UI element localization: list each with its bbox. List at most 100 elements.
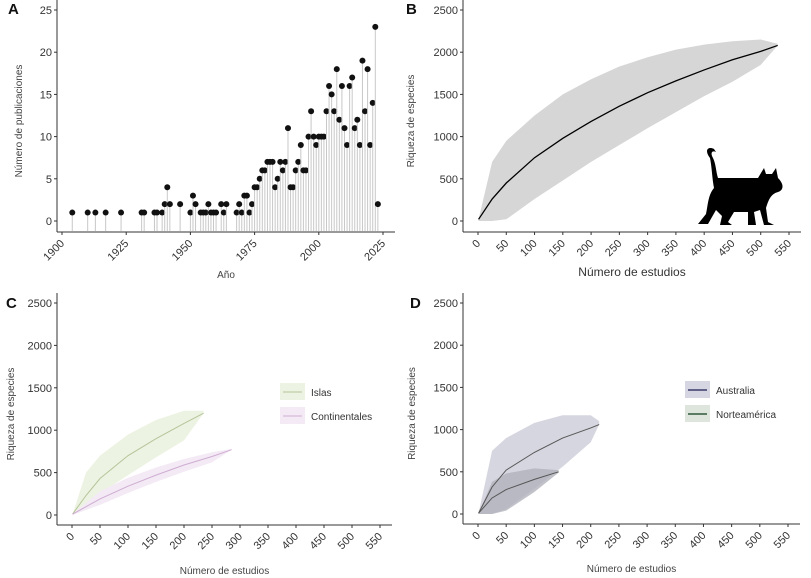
x-tick-label: 1900 [41,238,67,264]
x-tick-label: 400 [280,531,301,552]
lollipop-point [218,201,225,208]
lollipop-point [333,66,340,73]
lollipop-point [323,108,330,115]
lollipop-point [338,82,345,89]
lollipop-point [243,192,250,199]
lollipop-point [331,108,338,115]
y-tick-label: 2000 [434,47,458,59]
y-tick-label: 2000 [434,340,458,352]
lollipop-point [177,201,184,208]
lollipop-point [141,209,148,216]
y-tick-label: 1500 [434,382,458,394]
y-tick-label: 1000 [434,132,458,144]
x-tick-label: 0 [64,531,77,544]
lollipop-point [102,209,109,216]
lollipop-point [254,184,261,191]
x-tick-label: 350 [252,531,273,552]
lollipop-point [159,209,166,216]
lollipop-point [249,201,256,208]
lollipop-point [282,158,289,165]
y-tick-label: 15 [40,89,52,101]
lollipop-point [372,23,379,30]
lollipop-point [326,82,333,89]
lollipop-point [359,57,366,64]
y-tick-label: 1500 [28,383,52,395]
legend-label: Continentales [311,412,372,423]
series-line [478,44,778,220]
x-tick-label: 450 [308,531,329,552]
lollipop-point [346,82,353,89]
cat-body [698,148,783,225]
x-axis-title: Año [217,270,235,281]
x-tick-label: 100 [518,530,539,551]
lollipop-point [302,167,309,174]
lollipop-point [261,167,268,174]
x-tick-label: 300 [224,531,245,552]
x-tick-label: 50 [88,531,105,548]
x-axis-title: Número de estudios [180,566,270,577]
panel-label: C [6,295,17,312]
y-tick-label: 2500 [28,298,52,310]
lollipop-point [279,167,286,174]
series-line [72,412,204,515]
lollipop-point [223,201,230,208]
panel-label: D [410,295,421,312]
lollipop-point [161,201,168,208]
lollipop-point [256,175,263,182]
x-tick-label: 550 [364,531,385,552]
panel-label: B [406,1,417,18]
lollipop-point [187,209,194,216]
legend-label: Australia [716,386,755,397]
lollipop-point [336,116,343,123]
lollipop-point [284,125,291,132]
x-tick-label: 200 [575,238,596,259]
x-tick-label: 500 [744,238,765,259]
x-tick-label: 300 [631,238,652,259]
panel-label: A [8,1,19,18]
y-tick-label: 20 [40,47,52,59]
x-tick-label: 250 [196,531,217,552]
lollipop-point [344,142,351,149]
y-tick-label: 2500 [434,298,458,310]
lollipop-point [297,142,304,149]
lollipop-point [238,209,245,216]
lollipop-point [220,209,227,216]
lollipop-point [320,133,327,140]
x-tick-label: 0 [470,530,483,543]
x-tick-label: 1975 [234,238,260,264]
lollipop-point [310,133,317,140]
lollipop-point [274,175,281,182]
y-tick-label: 25 [40,5,52,17]
lollipop-point [246,209,253,216]
y-tick-label: 1500 [434,89,458,101]
lollipop-point [292,167,299,174]
x-tick-label: 400 [687,530,708,551]
lollipop-point [356,142,363,149]
lollipop-point [354,116,361,123]
lollipop-point [349,74,356,81]
lollipop-point [84,209,91,216]
lollipop-point [290,184,297,191]
x-axis-title: Número de estudios [578,265,685,279]
lollipop-point [328,91,335,98]
panel-c: C 0 500 1000 1500 2000 2500 0 50 100 150 200 250 300 3… [6,293,392,577]
x-tick-label: 100 [518,238,539,259]
x-tick-label: 100 [112,531,133,552]
series-line [478,471,559,514]
panel-b: B 0 500 1000 1500 2000 2500 0 50 100 150 200 250 300 3… [406,0,801,279]
lollipop-point [362,108,369,115]
x-tick-label: 250 [603,238,624,259]
x-tick-label: 250 [603,530,624,551]
x-tick-label: 150 [546,530,567,551]
legend: Australia Norteamérica [685,381,776,422]
x-tick-label: 2025 [362,238,388,264]
confidence-band [478,39,778,221]
lollipop-point [69,209,76,216]
y-tick-label: 0 [46,510,52,522]
x-tick-label: 450 [715,530,736,551]
panel-d: D 0 500 1000 1500 2000 2500 0 50 100 150 200 250 300 3… [407,293,800,575]
y-tick-label: 10 [40,132,52,144]
lollipop-point [213,209,220,216]
